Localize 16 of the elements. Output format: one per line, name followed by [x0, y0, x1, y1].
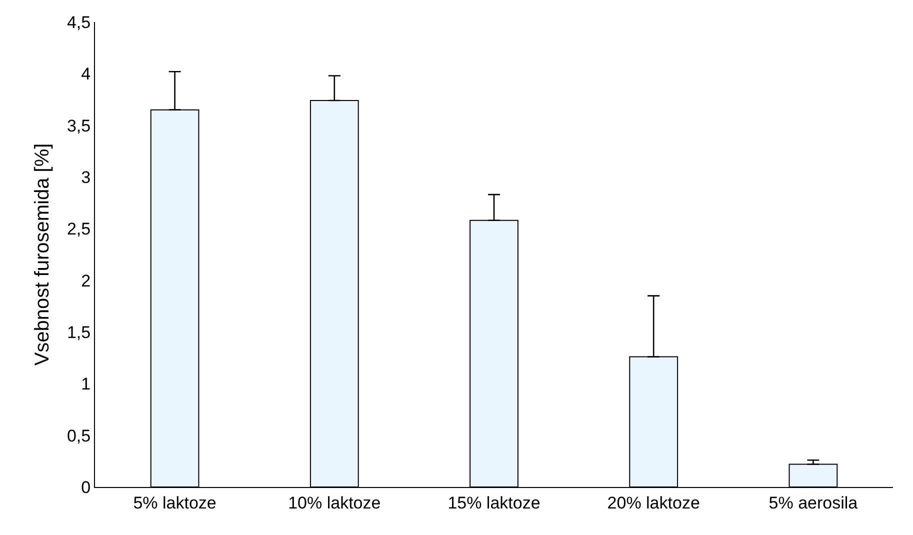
x-tick-label: 20% laktoze — [607, 493, 700, 512]
y-tick-label: 2 — [81, 271, 91, 290]
y-tick-label: 3,5 — [66, 116, 91, 136]
x-tick-label: 15% laktoze — [448, 493, 540, 512]
y-tick-label: 0 — [81, 478, 91, 497]
y-tick-label: 4 — [81, 64, 91, 84]
x-tick-label: 10% laktoze — [288, 493, 381, 512]
y-tick-label: 4,5 — [66, 12, 91, 32]
y-tick-label: 1 — [81, 374, 91, 394]
x-tick-label: 5% aerosila — [768, 493, 858, 512]
y-tick-label: 0,5 — [66, 426, 91, 446]
y-tick-label: 3 — [81, 168, 91, 187]
y-axis-title: Vsebnost furosemida [%] — [31, 143, 54, 366]
y-tick-label: 1,5 — [66, 322, 91, 342]
x-tick-label: 5% laktoze — [133, 493, 216, 512]
y-tick-label: 2,5 — [66, 220, 91, 239]
